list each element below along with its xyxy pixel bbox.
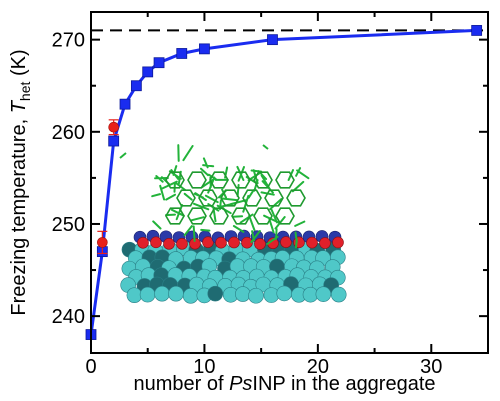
oxygen-atom <box>280 236 292 248</box>
axis-ticks: 0 10 20 30 240 250 260 270 <box>52 12 488 378</box>
plot-frame <box>90 11 489 354</box>
ice-hexagon <box>187 207 207 225</box>
oxygen-atom <box>176 238 188 250</box>
protein-sphere <box>154 285 170 302</box>
y-tick-label: 240 <box>52 306 85 328</box>
ice-hexagon <box>165 171 185 189</box>
ice-hexagon <box>209 207 229 225</box>
ice-hexagon <box>165 207 185 225</box>
oxygen-atom <box>241 236 253 249</box>
oxygen-atom <box>163 238 175 250</box>
data-point-square <box>176 48 188 59</box>
inset-molecular-image <box>119 144 347 304</box>
data-point-square <box>199 43 210 55</box>
protein-sphere <box>126 287 143 303</box>
oxygen-atom <box>150 236 162 249</box>
data-point-circle <box>97 237 108 248</box>
y-tick-label: 270 <box>52 30 85 52</box>
ice-hexagon <box>275 207 295 225</box>
oxygen-atom <box>319 237 331 249</box>
oxygen-atom <box>306 236 318 249</box>
y-axis-label-symbol: T <box>8 99 30 113</box>
protein-sphere <box>168 285 184 302</box>
ice-hexagon <box>253 171 273 189</box>
ice-hexagon <box>209 171 229 189</box>
oxygen-atom <box>254 238 266 250</box>
ice-hexagon <box>286 189 306 207</box>
x-tick-label: 20 <box>307 356 329 378</box>
protein-sphere <box>315 286 332 302</box>
ice-hexagon <box>231 207 251 225</box>
y-tick-label: 250 <box>52 214 85 236</box>
y-axis-label-subscript: het <box>17 81 33 101</box>
ice-hexagon <box>176 189 196 207</box>
ice-hexagon <box>187 171 207 189</box>
oxygen-atom <box>215 236 227 249</box>
data-point-square <box>130 80 142 92</box>
protein-sphere <box>235 286 251 302</box>
x-axis-label-part-3: INP in the aggregate <box>252 373 435 395</box>
protein-sphere <box>276 285 293 302</box>
y-axis-label-unit: (K) <box>8 49 30 81</box>
ice-hexagon <box>231 171 251 189</box>
data-point-square <box>471 25 483 36</box>
series-0 <box>85 25 483 340</box>
x-tick-label: 10 <box>193 356 215 378</box>
protein-sphere <box>207 285 224 302</box>
x-tick-label: 0 <box>85 356 96 378</box>
series-1 <box>97 119 119 255</box>
ice-hexagon <box>275 171 295 189</box>
y-axis-label: Freezing temperature, Thet (K) <box>8 49 33 315</box>
series-layer <box>85 25 483 340</box>
oxygen-atom <box>332 236 344 249</box>
protein-sphere <box>263 287 280 303</box>
ice-hexagon <box>242 189 262 207</box>
x-axis-label-part-1: number of <box>133 373 229 395</box>
protein-sphere <box>330 286 347 303</box>
ice-fragment <box>119 152 127 159</box>
oxygen-atom <box>137 236 149 249</box>
data-point-circle <box>108 121 119 133</box>
x-axis-label-italic: Ps <box>229 373 252 395</box>
data-point-square <box>142 66 154 78</box>
protein-sphere <box>182 288 199 304</box>
oxygen-atom <box>228 236 240 249</box>
ice-hexagon <box>253 207 273 225</box>
protein-sphere <box>248 287 264 304</box>
y-tick-label: 260 <box>52 122 85 144</box>
protein-sphere <box>139 286 156 303</box>
data-point-square <box>153 57 165 69</box>
data-point-square <box>108 135 120 147</box>
data-point-square <box>267 34 278 46</box>
x-tick-label: 30 <box>420 356 442 378</box>
y-axis-label-main: Freezing temperature, <box>8 113 30 315</box>
x-axis-label: number of PsINP in the aggregate <box>133 373 435 395</box>
ice-hexagon <box>198 189 218 207</box>
data-point-square <box>119 98 131 110</box>
ice-fragment <box>262 144 269 150</box>
ice-hexagon <box>264 189 284 207</box>
ice-hexagon <box>220 189 240 207</box>
